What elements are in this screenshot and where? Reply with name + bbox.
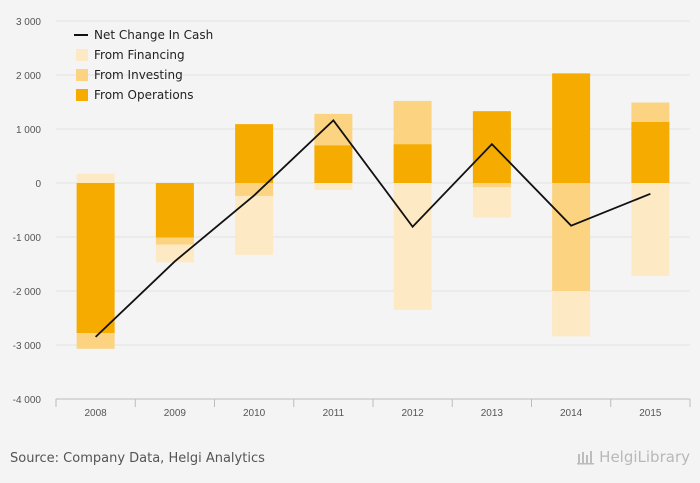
net-change-line <box>95 119 651 338</box>
bar-segment <box>235 195 274 255</box>
y-tick-label: -3 000 <box>13 341 42 352</box>
bar-segment <box>393 100 432 145</box>
bar-segment <box>76 183 115 334</box>
bar-segment <box>552 73 591 183</box>
y-tick-label: 3 000 <box>16 17 41 28</box>
bar-segment <box>235 183 274 196</box>
bar-segment <box>472 111 511 183</box>
bar-segment <box>155 183 194 238</box>
bar-segment <box>631 183 670 276</box>
bar-segment <box>552 291 591 337</box>
bar-segment <box>76 333 115 349</box>
legend-label: From Financing <box>94 48 185 62</box>
bar-segment <box>235 124 274 183</box>
y-tick-label: -1 000 <box>13 233 42 244</box>
x-tick-label: 2015 <box>639 408 662 419</box>
bar-segment <box>76 173 115 183</box>
y-tick-label: 1 000 <box>16 125 41 136</box>
y-tick-label: -2 000 <box>13 287 42 298</box>
x-tick-label: 2013 <box>481 408 504 419</box>
library-icon <box>577 451 595 465</box>
x-tick-label: 2009 <box>164 408 187 419</box>
brand-name: HelgiLibrary <box>599 448 690 466</box>
bar-segment <box>631 121 670 183</box>
legend-label: Net Change In Cash <box>94 28 213 42</box>
legend-swatch <box>76 89 88 101</box>
legend-swatch <box>76 69 88 81</box>
y-tick-label: 2 000 <box>16 71 41 82</box>
x-tick-label: 2008 <box>85 408 108 419</box>
bar-segment <box>314 145 353 183</box>
x-tick-label: 2012 <box>402 408 425 419</box>
bar-segment <box>314 183 353 191</box>
bar-segment <box>393 144 432 183</box>
bar-segment <box>552 183 591 291</box>
bar-segment <box>631 102 670 122</box>
bar-segment <box>393 183 432 310</box>
chart: 3 000 2 000 1 000 0 -1 000 -2 000 -3 000 -4 000… <box>13 17 691 419</box>
legend-label: From Operations <box>94 88 194 102</box>
x-tick-label: 2011 <box>323 408 345 419</box>
x-tick-label: 2014 <box>560 408 583 419</box>
source-note: Source: Company Data, Helgi Analytics <box>10 451 265 466</box>
y-tick-label: 0 <box>35 179 41 190</box>
y-tick-label: -4 000 <box>13 395 42 406</box>
bar-segment <box>155 237 194 245</box>
legend-swatch <box>76 49 88 61</box>
brand-logo[interactable]: HelgiLibrary <box>577 448 690 466</box>
x-tick-label: 2010 <box>243 408 266 419</box>
bar-segment <box>472 187 511 218</box>
bar-segment <box>155 244 194 263</box>
legend-label: From Investing <box>94 68 183 82</box>
bar-segment <box>472 183 511 188</box>
bar-segment <box>314 113 353 146</box>
